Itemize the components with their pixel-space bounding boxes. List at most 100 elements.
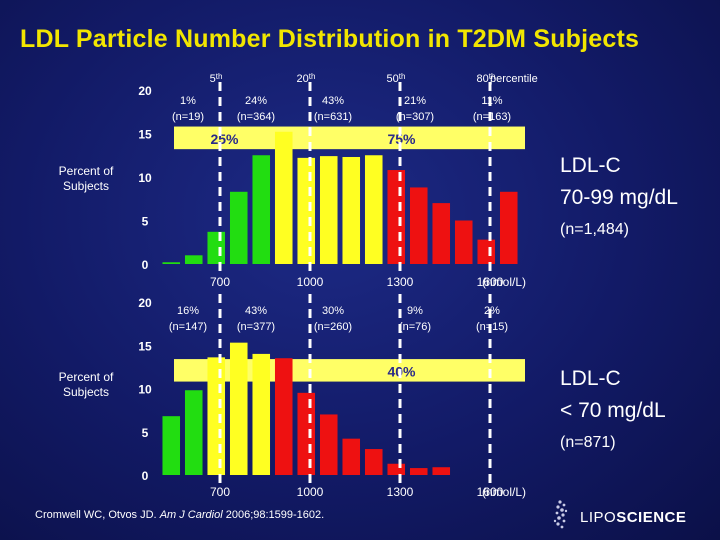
top-bar (274, 131, 293, 264)
bottom-range-label: < 70 mg/dL (560, 399, 666, 422)
bottom-group-pct: 2% (484, 305, 500, 317)
bottom-xtick-label: 1600 (477, 485, 504, 499)
top-bar (477, 239, 496, 264)
top-bar (387, 170, 406, 264)
top-band-label: 25% (210, 131, 239, 147)
top-group-n: (n=163) (473, 111, 511, 123)
top-ytick-label: 0 (142, 258, 149, 272)
bottom-group-pct: 16% (177, 305, 199, 317)
bottom-ytick-label: 0 (142, 469, 149, 483)
bottom-xtick-label: 700 (210, 485, 230, 499)
top-n-label: (n=1,484) (560, 221, 629, 238)
top-bar (364, 155, 383, 264)
bottom-bar (409, 468, 428, 475)
top-xtick-label: 1600 (477, 275, 504, 289)
top-ylabel-line1: Percent of (59, 164, 114, 178)
bottom-group-n: (n=377) (237, 321, 275, 333)
bottom-bar (319, 414, 338, 475)
citation-journal: Am J Cardiol (159, 509, 223, 521)
top-ytick-label: 20 (138, 84, 152, 98)
bottom-bar (342, 438, 361, 475)
citation-authors: Cromwell WC, Otvos JD. (35, 509, 157, 521)
bottom-bar (207, 357, 226, 475)
top-bar (409, 187, 428, 264)
top-ylabel-line2: Subjects (63, 179, 109, 193)
bottom-ytick-label: 15 (138, 339, 152, 353)
citation-reference: 2006;98:1599-1602. (225, 509, 325, 521)
top-bar (454, 220, 473, 264)
bottom-ylabel-line2: Subjects (63, 385, 109, 399)
bottom-bar (162, 416, 181, 475)
logo-text-light: LIPO (580, 509, 617, 526)
bottom-bar (364, 449, 383, 475)
top-xtick-label: 1000 (297, 275, 324, 289)
top-percentile-label: 20th (297, 72, 316, 85)
top-group-pct: 1% (180, 95, 196, 107)
top-group-pct: 11% (481, 95, 502, 107)
bottom-group-n: (n=260) (314, 321, 352, 333)
top-ytick-label: 15 (138, 128, 152, 142)
top-bar (252, 155, 271, 264)
bottom-xtick-label: 1300 (387, 485, 414, 499)
top-bar (184, 255, 203, 264)
top-group-n: (n=19) (172, 111, 204, 123)
bottom-bar (274, 358, 293, 475)
logo-text: LIPOSCIENCE (580, 509, 686, 526)
bottom-bar (297, 392, 316, 475)
bottom-bar (184, 390, 203, 475)
bottom-xtick-label: 1000 (297, 485, 324, 499)
top-percentile-label: 80th (477, 72, 496, 85)
bottom-bar (252, 353, 271, 475)
bottom-ylabel-line1: Percent of (59, 370, 114, 384)
bottom-group-n: (n=76) (399, 321, 431, 333)
top-chart-subgroup-label: LDL-C 70-99 mg/dL (n=1,484) (560, 150, 678, 246)
bottom-band-label: 40% (387, 363, 416, 379)
bottom-ldl-label: LDL-C (560, 367, 621, 390)
top-bar (319, 156, 338, 264)
top-bar (297, 157, 316, 264)
bottom-highlight-band (174, 359, 525, 382)
top-bar (499, 191, 518, 264)
bottom-ytick-label: 5 (142, 426, 149, 440)
bottom-ytick-label: 20 (138, 296, 152, 310)
bottom-group-pct: 43% (245, 305, 267, 317)
top-group-n: (n=364) (237, 111, 275, 123)
bottom-group-n: (n=15) (476, 321, 508, 333)
bottom-n-label: (n=871) (560, 434, 616, 451)
top-range-label: 70-99 mg/dL (560, 186, 678, 209)
bottom-xunit-label: (nmol/L) (482, 485, 526, 499)
top-bar (342, 156, 361, 264)
liposcience-logo (553, 500, 568, 529)
top-percentile-label: 50th (387, 72, 406, 85)
bottom-bar (229, 342, 248, 475)
top-bar (432, 203, 451, 264)
top-bar (162, 262, 181, 264)
top-xtick-label: 700 (210, 275, 230, 289)
bottom-group-n: (n=147) (169, 321, 207, 333)
citation: Cromwell WC, Otvos JD. Am J Cardiol 2006… (35, 509, 324, 521)
bottom-group-pct: 30% (322, 305, 344, 317)
logo-text-bold: SCIENCE (616, 509, 687, 526)
top-highlight-band (174, 126, 525, 150)
top-percentile-label: 5th (210, 72, 223, 85)
bottom-bar (387, 463, 406, 475)
top-group-pct: 21% (404, 95, 426, 107)
top-ldl-label: LDL-C (560, 154, 621, 177)
top-percentile-word: percentile (490, 73, 538, 85)
bottom-chart-subgroup-label: LDL-C < 70 mg/dL (n=871) (560, 363, 666, 459)
bottom-bar (432, 467, 451, 475)
bottom-ytick-label: 10 (138, 383, 152, 397)
top-bar (229, 191, 248, 264)
top-xunit-label: (nmol/L) (482, 275, 526, 289)
top-xtick-label: 1300 (387, 275, 414, 289)
top-bar (207, 231, 226, 264)
top-group-pct: 43% (322, 95, 344, 107)
top-ytick-label: 5 (142, 215, 149, 229)
top-band-label: 75% (387, 131, 416, 147)
page-title: LDL Particle Number Distribution in T2DM… (20, 25, 640, 53)
top-group-n: (n=631) (314, 111, 352, 123)
bottom-group-pct: 9% (407, 305, 423, 317)
top-ytick-label: 10 (138, 171, 152, 185)
top-group-pct: 24% (245, 95, 267, 107)
